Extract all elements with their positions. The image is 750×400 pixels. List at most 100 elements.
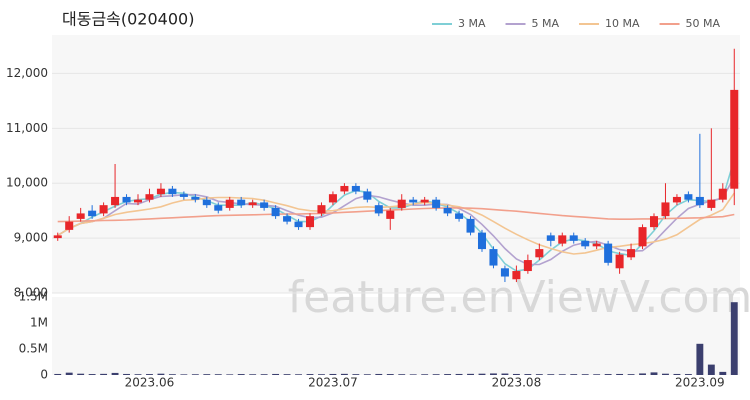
candle-body — [145, 194, 154, 200]
candle-body — [214, 205, 223, 211]
candle-body — [638, 227, 647, 247]
candle-body — [248, 202, 257, 206]
candle-body — [99, 205, 108, 214]
candle-body — [122, 196, 131, 203]
legend-label: 50 MA — [686, 17, 721, 30]
volume-bar — [650, 372, 658, 375]
volume-bar — [203, 374, 211, 375]
y-tick-label: 1M — [30, 316, 48, 330]
volume-bar — [547, 374, 555, 375]
volume-bar — [593, 374, 601, 375]
candle-body — [604, 243, 613, 263]
volume-bar — [512, 373, 520, 375]
y-tick-label: 8,000 — [14, 286, 48, 300]
y-tick-label: 10,000 — [6, 176, 48, 190]
y-tick-label: 9,000 — [14, 231, 48, 245]
candle-body — [409, 199, 418, 203]
candle-body — [133, 199, 143, 203]
candle-body — [718, 188, 727, 200]
candle-body — [386, 210, 395, 219]
volume-bar — [168, 374, 176, 375]
ma-line — [57, 176, 736, 266]
volume-bar — [501, 373, 509, 375]
volume-bar — [444, 374, 452, 375]
candle-body — [202, 199, 211, 206]
candle-body — [328, 194, 337, 203]
candle-body — [500, 268, 509, 277]
volume-bar — [432, 374, 440, 375]
volume-bar — [478, 373, 486, 375]
volume-bar — [134, 374, 142, 375]
candle-body — [707, 199, 716, 208]
candle-body — [523, 260, 532, 272]
candle-body — [512, 271, 521, 280]
candle-body — [558, 235, 567, 244]
volume-bar — [363, 374, 371, 375]
volume-bar — [673, 373, 681, 375]
candle-body — [156, 188, 165, 195]
candle-body — [374, 205, 383, 214]
candle-body — [627, 249, 636, 258]
volume-bar — [581, 374, 589, 375]
candle-body — [592, 243, 601, 247]
volume-bar — [558, 374, 566, 375]
volume-bar — [467, 373, 474, 375]
candle-body — [649, 216, 659, 228]
volume-bar — [340, 373, 348, 375]
volume-bar — [88, 374, 96, 375]
volume-panel — [52, 297, 740, 375]
volume-bar — [684, 374, 692, 375]
watermark: feature.enViewV.com — [288, 272, 750, 323]
volume-bar — [570, 374, 578, 375]
candle-body — [661, 202, 670, 217]
candle-body — [260, 202, 269, 208]
candle-body — [363, 191, 372, 200]
candle-body — [489, 249, 498, 266]
volume-bar — [214, 374, 222, 375]
chart-title: 대동금속(020400) — [62, 10, 194, 29]
x-tick-label: 2023.07 — [308, 376, 358, 390]
volume-bar — [54, 373, 62, 375]
volume-bar — [524, 374, 532, 375]
volume-bar — [398, 374, 406, 375]
candle-body — [283, 216, 292, 222]
volume-bar — [639, 373, 646, 375]
volume-bar — [77, 373, 85, 375]
volume-bar — [65, 372, 73, 375]
volume-bar — [616, 373, 624, 375]
volume-bar — [249, 374, 257, 375]
volume-bar — [490, 373, 497, 375]
y-tick-label: 11,000 — [6, 121, 48, 135]
volume-bar — [283, 374, 291, 375]
volume-bar — [421, 374, 429, 375]
candle-body — [76, 213, 85, 219]
volume-bar — [329, 373, 337, 375]
candle-body — [351, 185, 360, 192]
candle-body — [225, 199, 234, 208]
candle-body — [305, 216, 315, 228]
candle-body — [581, 240, 590, 247]
candle-body — [569, 235, 578, 241]
candle-body — [546, 235, 555, 241]
volume-bar — [719, 371, 727, 375]
candle-body — [53, 235, 62, 239]
volume-bar — [707, 364, 715, 375]
volume-bar — [100, 373, 108, 375]
candle-body — [88, 210, 97, 217]
volume-bar — [157, 373, 165, 375]
candle-body — [695, 196, 704, 206]
volume-bar — [318, 374, 325, 375]
candle-body — [684, 194, 693, 200]
volume-bar — [662, 373, 669, 375]
candle-body — [432, 199, 441, 208]
candle-body — [466, 218, 475, 233]
ma-line — [57, 192, 735, 255]
candle-body — [340, 185, 349, 192]
candle-body — [317, 205, 326, 214]
x-tick-label: 2023.06 — [125, 376, 175, 390]
legend-label: 10 MA — [605, 17, 640, 30]
y-tick-label: 0.5M — [19, 342, 48, 356]
y-tick-label: 0 — [40, 368, 48, 382]
volume-bar — [306, 374, 314, 375]
